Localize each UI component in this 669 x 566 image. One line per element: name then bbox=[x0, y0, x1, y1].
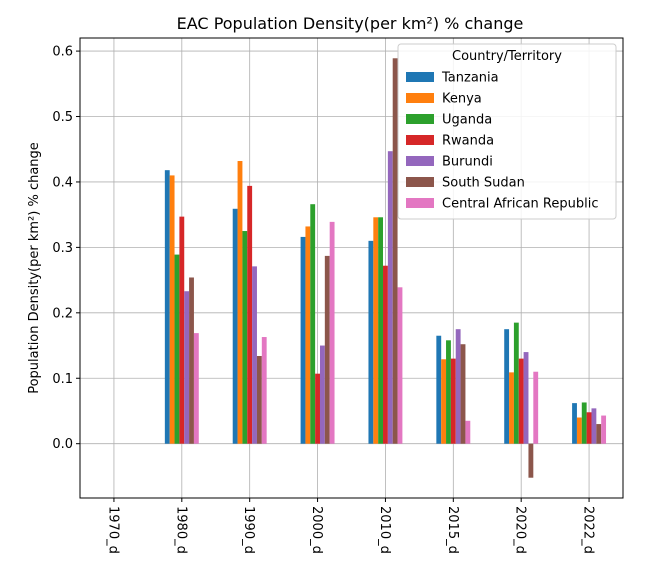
legend-label: Tanzania bbox=[441, 71, 499, 86]
bar bbox=[164, 170, 170, 444]
y-tick-label: 0.2 bbox=[52, 306, 73, 321]
legend-swatch bbox=[406, 72, 434, 82]
bar bbox=[378, 217, 384, 444]
legend-swatch bbox=[406, 135, 434, 145]
bar bbox=[576, 417, 582, 444]
bar bbox=[310, 204, 316, 444]
bar bbox=[324, 255, 330, 444]
bar bbox=[572, 403, 577, 444]
bar bbox=[174, 254, 180, 444]
legend-swatch bbox=[406, 156, 434, 166]
bar bbox=[242, 231, 248, 444]
bar bbox=[518, 358, 524, 444]
bar bbox=[247, 185, 253, 444]
legend-items: Tanzania Kenya Uganda Rwanda Burundi South Su… bbox=[406, 71, 598, 212]
x-tick-label: 1990_d bbox=[241, 506, 256, 554]
bar bbox=[509, 372, 514, 444]
bar bbox=[460, 344, 466, 444]
y-tick-label: 0.0 bbox=[52, 437, 73, 452]
bar bbox=[261, 337, 267, 444]
bar bbox=[455, 329, 461, 444]
legend-box bbox=[397, 43, 617, 220]
bar bbox=[256, 356, 262, 444]
bar bbox=[252, 266, 257, 444]
x-tick-label: 1980_d bbox=[173, 506, 188, 554]
bar bbox=[581, 402, 587, 444]
bar bbox=[591, 408, 597, 444]
legend-swatch bbox=[406, 93, 434, 103]
bar bbox=[528, 443, 534, 478]
bar bbox=[450, 358, 456, 444]
legend: Country/Territory Tanzania Kenya Uganda Rwa… bbox=[397, 43, 617, 220]
bars bbox=[164, 58, 607, 478]
y-tick-label: 0.4 bbox=[52, 175, 73, 190]
bar bbox=[436, 335, 442, 444]
bar bbox=[397, 287, 403, 444]
bar bbox=[315, 373, 320, 444]
bar bbox=[601, 415, 607, 444]
legend-label: Burundi bbox=[442, 155, 493, 170]
x-tick-label: 2022_d bbox=[581, 506, 596, 554]
bar bbox=[446, 340, 451, 444]
bar bbox=[504, 329, 510, 444]
bar bbox=[533, 371, 539, 444]
bar bbox=[465, 420, 471, 444]
bar bbox=[329, 221, 335, 444]
legend-title: Country/Territory bbox=[452, 49, 562, 64]
x-tick-label: 1970_d bbox=[105, 506, 120, 554]
bar bbox=[441, 359, 447, 444]
bar bbox=[368, 240, 374, 444]
legend-label: Central African Republic bbox=[442, 197, 598, 212]
legend-label: Kenya bbox=[442, 92, 482, 107]
x-tick-label: 2015_d bbox=[445, 506, 460, 554]
y-tick-label: 0.5 bbox=[52, 110, 73, 125]
y-axis-label: Population Density(per km²) % change bbox=[27, 142, 42, 394]
bar bbox=[300, 236, 306, 444]
bar bbox=[513, 322, 519, 444]
bar bbox=[596, 424, 602, 444]
y-tick-label: 0.6 bbox=[52, 45, 73, 60]
legend-label: South Sudan bbox=[442, 176, 525, 191]
bar bbox=[184, 291, 190, 444]
legend-label: Uganda bbox=[442, 113, 492, 128]
bar bbox=[179, 216, 185, 444]
bar bbox=[392, 58, 398, 444]
y-tick-label: 0.3 bbox=[52, 241, 73, 256]
x-tick-label: 2010_d bbox=[377, 506, 392, 554]
chart-title: EAC Population Density(per km²) % change bbox=[177, 14, 524, 33]
bar bbox=[237, 161, 243, 444]
legend-swatch bbox=[406, 198, 434, 208]
bar bbox=[319, 345, 325, 444]
legend-swatch bbox=[406, 114, 434, 124]
bar bbox=[586, 412, 592, 444]
bar bbox=[169, 175, 175, 444]
y-axis-ticks: 0.0 0.1 0.2 0.3 0.4 0.5 0.6 bbox=[52, 45, 80, 452]
legend-label: Rwanda bbox=[442, 134, 494, 149]
bar bbox=[373, 217, 379, 444]
x-tick-label: 2000_d bbox=[309, 506, 324, 554]
legend-swatch bbox=[406, 177, 434, 187]
bar bbox=[523, 352, 529, 444]
plot-frame bbox=[79, 37, 624, 499]
bar bbox=[387, 151, 393, 444]
x-axis-ticks: 1970_d 1980_d 1990_d 2000_d 2010_d 2015_d 2020… bbox=[105, 498, 596, 554]
bar bbox=[193, 333, 199, 444]
bar bbox=[189, 277, 194, 444]
y-tick-label: 0.1 bbox=[52, 372, 73, 387]
bar bbox=[383, 265, 388, 444]
bar bbox=[305, 226, 311, 444]
x-tick-label: 2020_d bbox=[513, 506, 528, 554]
bar bbox=[232, 208, 238, 444]
